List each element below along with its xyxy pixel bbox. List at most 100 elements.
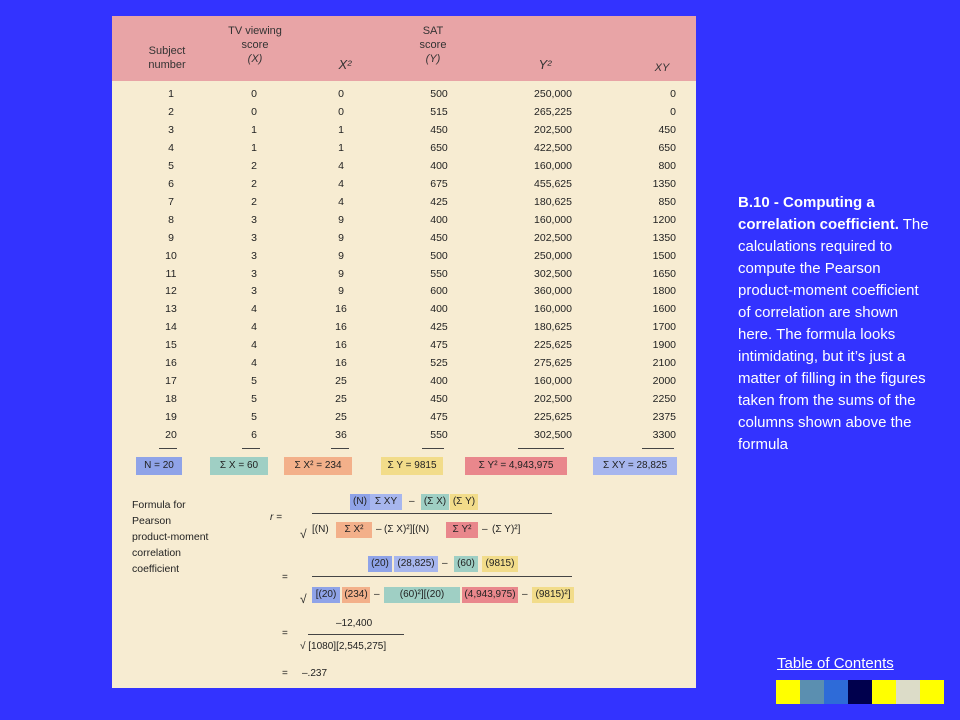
cell-sat-score: 425 (430, 321, 448, 334)
cell-sat-score: 475 (430, 339, 448, 352)
cell-sat-score: 675 (430, 177, 448, 190)
formula-label-line: Pearson (132, 515, 172, 527)
header-tv-line1: TV viewing (228, 25, 282, 37)
cell-x-squared: 9 (338, 231, 344, 244)
nav-swatch[interactable] (896, 680, 920, 704)
header-xy: XY (654, 62, 670, 74)
cell-tv-score: 1 (251, 141, 257, 154)
cell-subject: 11 (165, 267, 177, 280)
caption-text: The calculations required to compute the… (738, 216, 929, 453)
nav-swatch[interactable] (824, 680, 848, 704)
cell-sat-score: 400 (430, 213, 448, 226)
table-header: Subject number TV viewing score (X) X² S… (112, 16, 696, 81)
cell-subject: 5 (168, 159, 174, 172)
cell-y-squared: 160,000 (534, 303, 572, 316)
cell-x-squared: 9 (338, 267, 344, 280)
cell-sat-score: 475 (430, 411, 448, 424)
cell-x-squared: 16 (335, 303, 347, 316)
cell-tv-score: 2 (251, 159, 257, 172)
cell-tv-score: 5 (251, 393, 257, 406)
cell-subject: 3 (168, 123, 174, 136)
cell-y-squared: 250,000 (534, 88, 572, 100)
minus-sign: – (482, 524, 488, 535)
underline (242, 448, 260, 449)
cell-y-squared: 422,500 (534, 141, 572, 154)
cell-sat-score: 500 (430, 249, 448, 262)
cell-xy: 2000 (652, 375, 676, 388)
cell-y-squared: 265,225 (534, 105, 572, 118)
cell-xy: 1650 (652, 267, 676, 280)
den-20: [(20) (312, 587, 340, 603)
cell-subject: 2 (168, 105, 174, 118)
cell-tv-score: 4 (251, 339, 257, 352)
cell-x-squared: 0 (338, 105, 344, 118)
nav-swatch[interactable] (800, 680, 824, 704)
header-sat-line1: SAT (422, 25, 444, 37)
nav-swatch[interactable] (776, 680, 800, 704)
cell-y-squared: 160,000 (534, 213, 572, 226)
formula-label-line: product-moment (132, 531, 209, 543)
cell-xy: 1600 (652, 303, 676, 316)
cell-xy: 0 (670, 88, 676, 100)
minus-sign: – (522, 589, 528, 600)
cell-subject: 20 (165, 429, 177, 442)
cell-sat-score: 550 (430, 429, 448, 442)
den-9815-sq: (9815)²] (532, 587, 574, 603)
cell-x-squared: 9 (338, 285, 344, 298)
cell-xy: 850 (658, 195, 676, 208)
cell-xy: 450 (658, 123, 676, 136)
nav-swatch[interactable] (872, 680, 896, 704)
cell-x-squared: 25 (335, 411, 347, 424)
sum-n: N = 20 (136, 457, 182, 475)
cell-tv-score: 3 (251, 231, 257, 244)
fraction-bar (312, 576, 572, 577)
cell-xy: 2250 (652, 393, 676, 406)
sum-y: Σ Y = 9815 (381, 457, 443, 475)
table-of-contents-link[interactable]: Table of Contents (777, 655, 894, 672)
result: –.237 (302, 668, 328, 679)
cell-y-squared: 455,625 (534, 177, 572, 190)
cell-subject: 17 (165, 375, 177, 388)
den-product: √ [1080][2,545,275] (300, 641, 387, 652)
equals-sign: = (282, 628, 288, 639)
cell-xy: 650 (658, 141, 676, 154)
cell-y-squared: 180,625 (534, 195, 572, 208)
minus-sign: – (442, 558, 448, 569)
cell-sat-score: 550 (430, 267, 448, 280)
den-sy2: Σ Y² (446, 522, 478, 538)
cell-subject: 15 (165, 339, 177, 352)
cell-xy: 3300 (652, 429, 676, 442)
fraction-bar (312, 513, 552, 514)
cell-xy: 2100 (652, 357, 676, 370)
cell-sat-score: 500 (430, 88, 448, 100)
cell-y-squared: 302,500 (534, 267, 572, 280)
caption: B.10 - Computing a correlation coefficie… (738, 192, 930, 456)
r-label: r = (270, 512, 282, 523)
cell-subject: 6 (168, 177, 174, 190)
equals-sign: = (282, 572, 288, 583)
num-n: (N) (350, 494, 370, 510)
den-sx2: Σ X² (336, 522, 372, 538)
cell-xy: 1700 (652, 321, 676, 334)
nav-swatch[interactable] (848, 680, 872, 704)
cell-tv-score: 2 (251, 195, 257, 208)
cell-tv-score: 3 (251, 285, 257, 298)
underline (159, 448, 177, 449)
cell-tv-score: 0 (251, 88, 257, 100)
cell-sat-score: 600 (430, 285, 448, 298)
header-tv-line3: (X) (247, 53, 263, 65)
minus-sign: – (409, 496, 415, 507)
cell-subject: 14 (165, 321, 177, 334)
cell-y-squared: 275,625 (534, 357, 572, 370)
cell-tv-score: 3 (251, 213, 257, 226)
cell-subject: 19 (165, 411, 177, 424)
cell-y-squared: 180,625 (534, 321, 572, 334)
nav-swatch[interactable] (920, 680, 944, 704)
cell-xy: 1350 (652, 231, 676, 244)
formula-label-line: Formula for (132, 499, 186, 511)
cell-y-squared: 202,500 (534, 123, 572, 136)
sum-x2: Σ X² = 234 (284, 457, 352, 475)
cell-tv-score: 5 (251, 411, 257, 424)
cell-xy: 0 (670, 105, 676, 118)
cell-sat-score: 525 (430, 357, 448, 370)
